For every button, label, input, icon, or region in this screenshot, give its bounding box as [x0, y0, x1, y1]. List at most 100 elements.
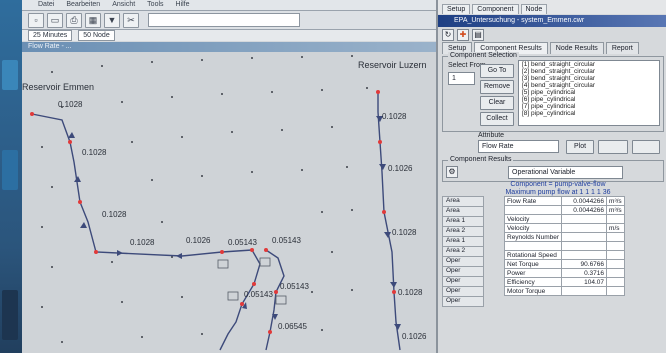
menu-item[interactable]: Ansicht	[112, 1, 136, 8]
row-value: 0.3716	[561, 268, 608, 278]
pipe-right	[377, 92, 401, 351]
row-header: Oper	[442, 277, 484, 287]
list-item[interactable]: [7] pipe_cylindrical	[522, 103, 576, 110]
pipe-flow-label: 0.05143	[228, 238, 257, 247]
map-window-title: Flow Rate - ...	[22, 42, 442, 52]
tab-setup[interactable]: Setup	[442, 4, 471, 14]
menu-item[interactable]: Bearbeiten	[66, 1, 101, 8]
group-title: Component Selection	[448, 52, 519, 59]
print-icon[interactable]: ⎙	[66, 12, 82, 28]
menu-item[interactable]: Tools	[147, 1, 164, 8]
row-header: Area 2	[442, 227, 484, 237]
tab-report[interactable]: Report	[605, 42, 639, 54]
component-list[interactable]: [1] bend_straight_circular [2] bend_stra…	[518, 60, 660, 126]
row-value	[561, 241, 608, 251]
operational-variable-dropdown[interactable]: Operational Variable	[508, 166, 623, 179]
clear-button[interactable]: Clear	[480, 96, 514, 110]
table-row: Flow Rate 0.0044266 m³/s	[503, 196, 625, 206]
table-icon[interactable]: ▦	[85, 12, 101, 28]
results-table: Flow Rate 0.0044266 m³/s 0.0044266 m³/s Vel…	[503, 196, 625, 296]
pipe-flow-label: 0.1026	[402, 332, 427, 341]
panel-title-bar: EPA_Untersuchung - system_Emmen.cwr	[438, 15, 666, 27]
row-name: Velocity	[503, 214, 563, 224]
plot-button[interactable]: Plot	[566, 140, 594, 154]
attribute-dropdown[interactable]: Flow Rate	[478, 140, 559, 153]
table-row: Velocity	[503, 214, 625, 224]
tab-setup[interactable]: Setup	[442, 42, 473, 54]
list-item[interactable]: [6] pipe_cylindrical	[522, 96, 576, 103]
node-field[interactable]: 50 Node	[78, 30, 115, 41]
row-unit	[606, 241, 625, 251]
simulation-application: Datei Bearbeiten Ansicht Tools Hilfe ▫ ▭…	[22, 0, 666, 353]
row-unit	[606, 286, 625, 296]
row-unit: m/s	[606, 223, 625, 233]
row-value	[561, 286, 608, 296]
row-name: Rotational Speed	[503, 250, 563, 260]
results-panel: Setup Component Node EPA_Untersuchung - …	[436, 0, 666, 353]
tab-component[interactable]: Component	[472, 4, 519, 14]
list-item[interactable]: [4] bend_straight_circular	[522, 82, 595, 89]
list-item[interactable]: [3] bend_straight_circular	[522, 75, 595, 82]
row-unit: m³/s	[606, 196, 625, 206]
list-item[interactable]: [5] pipe_cylindrical	[522, 89, 576, 96]
go-to-button[interactable]: Go To	[480, 64, 514, 78]
results-title-line: Component = pump-valve-flow	[510, 181, 606, 188]
pipe-flow-label: 0.05143	[272, 236, 301, 245]
menu-bar: Datei Bearbeiten Ansicht Tools Hilfe	[22, 0, 452, 11]
grid-dots	[41, 55, 368, 343]
table-row: Rotational Speed	[503, 250, 625, 260]
tab-component-results[interactable]: Component Results	[474, 42, 548, 54]
row-value: 0.0044266	[561, 196, 608, 206]
row-name: Net Torque	[503, 259, 563, 269]
more-button[interactable]	[632, 140, 660, 154]
list-item[interactable]: [2] bend_straight_circular	[522, 68, 595, 75]
list-item[interactable]: [8] pipe_cylindrical	[522, 110, 576, 117]
menu-item[interactable]: Datei	[38, 1, 55, 8]
row-header: Oper	[442, 297, 484, 307]
tab-node[interactable]: Node	[520, 4, 548, 14]
row-unit	[606, 268, 625, 278]
valve-symbols	[217, 257, 287, 305]
component-results-group	[442, 160, 664, 182]
add-icon[interactable]: ✚	[457, 29, 469, 41]
photo-detail	[2, 290, 18, 340]
table-row: Velocity m/s	[503, 223, 625, 233]
collect-button[interactable]: Collect	[480, 112, 514, 126]
menu-item[interactable]: Hilfe	[175, 1, 190, 8]
tab-node-results[interactable]: Node Results	[549, 42, 604, 54]
select-from-dropdown[interactable]: 1	[448, 72, 475, 85]
row-unit	[606, 214, 625, 224]
row-header: Area	[442, 196, 484, 207]
cut-icon[interactable]: ✂	[123, 12, 139, 28]
row-name: Flow Rate	[503, 196, 563, 206]
row-name: Power	[503, 268, 563, 278]
row-header: Oper	[442, 257, 484, 267]
time-selector-row: 25 Minutes 50 Node	[22, 30, 442, 41]
pipe-lower-a	[219, 249, 261, 351]
photo-detail	[2, 150, 18, 190]
results-row-headers: Area Area Area 1 Area 2 Area 1 Area 2 Op…	[442, 196, 484, 307]
refresh-icon[interactable]: ↻	[442, 29, 454, 41]
row-unit	[606, 259, 625, 269]
filter-icon[interactable]: ▼	[104, 12, 120, 28]
row-header: Area 1	[442, 217, 484, 227]
list-item[interactable]: [1] bend_straight_circular	[522, 61, 595, 68]
time-field[interactable]: 25 Minutes	[28, 30, 73, 41]
pipe-flow-label: 0.1028	[398, 288, 423, 297]
open-folder-icon[interactable]: ▭	[47, 12, 63, 28]
table-row: Motor Torque	[503, 286, 625, 296]
new-file-icon[interactable]: ▫	[28, 12, 44, 28]
options-button[interactable]	[598, 140, 628, 154]
toolbar-input[interactable]	[148, 13, 300, 27]
network-map-canvas[interactable]: Reservoir Emmen Reservoir Luzern 0.1028 …	[22, 52, 436, 353]
remove-button[interactable]: Remove	[480, 80, 514, 94]
row-name: Reynolds Number	[503, 232, 563, 242]
row-unit	[606, 232, 625, 242]
table-row: Power 0.3716	[503, 268, 625, 278]
pipe-lower-b	[265, 249, 285, 351]
row-name: Velocity	[503, 223, 563, 233]
row-header: Area 2	[442, 247, 484, 257]
table-row: Efficiency 104.07	[503, 277, 625, 287]
open-icon[interactable]: ▤	[472, 29, 484, 41]
table-row: Reynolds Number	[503, 232, 625, 242]
